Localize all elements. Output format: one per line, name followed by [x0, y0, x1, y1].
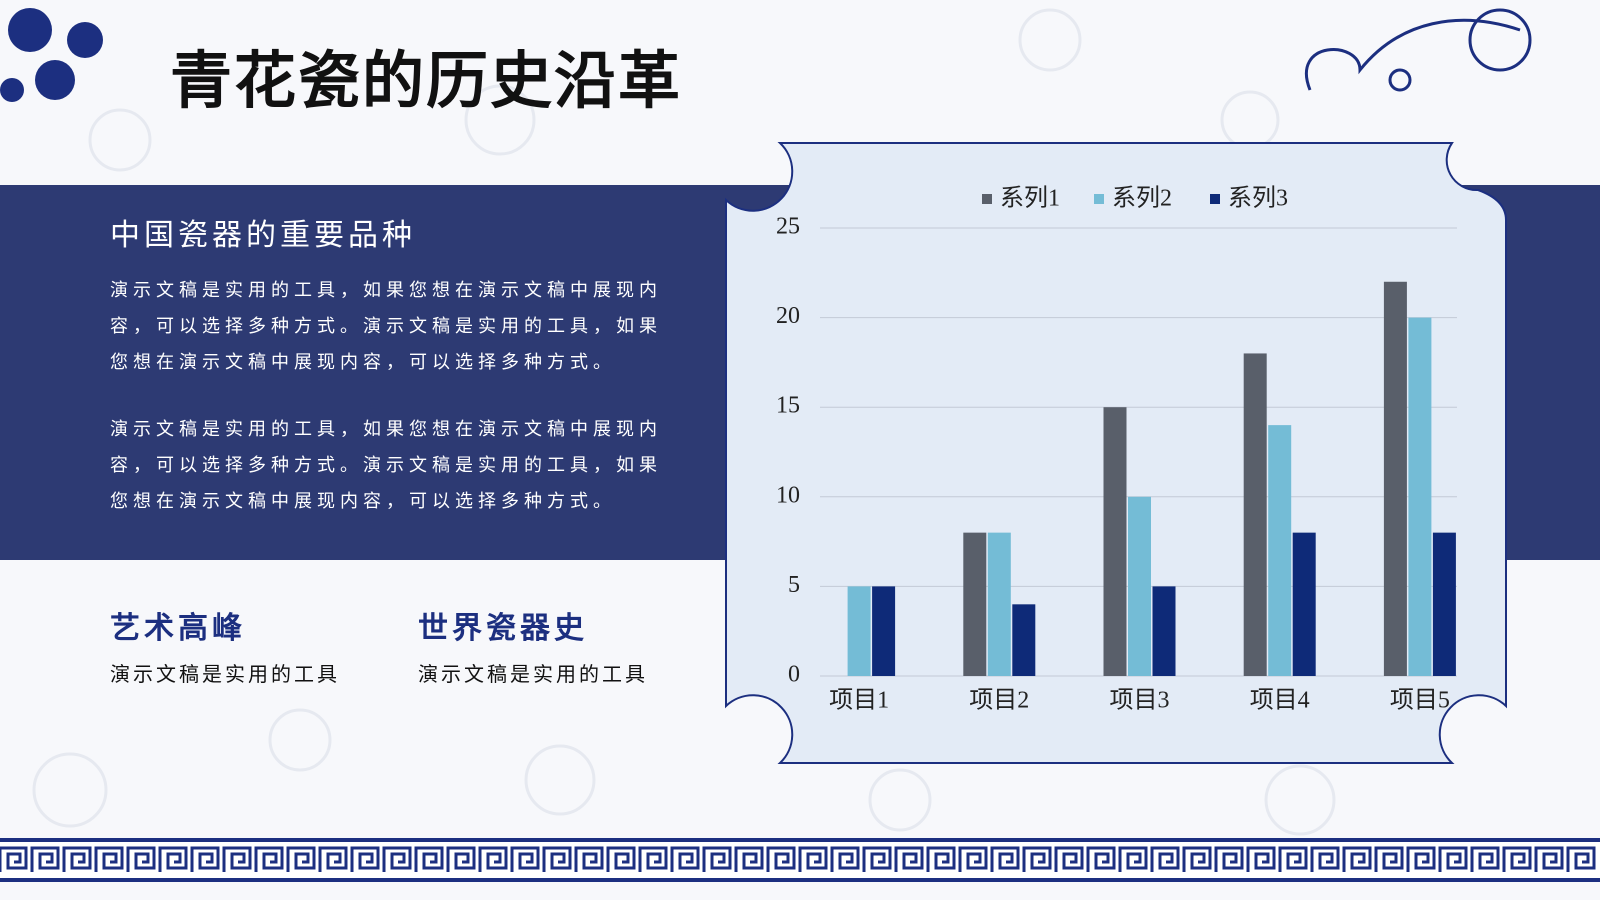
key-pattern [478, 846, 508, 872]
y-tick-label: 20 [776, 303, 800, 329]
key-pattern [158, 846, 188, 872]
feature-heading: 艺术高峰 [110, 611, 246, 646]
key-pattern [1086, 846, 1116, 872]
key-pattern [62, 846, 92, 872]
key-pattern [542, 846, 572, 872]
feature-text: 演示文稿是实用的工具 [110, 662, 340, 686]
key-pattern [1406, 846, 1436, 872]
key-pattern [94, 846, 124, 872]
bar [872, 586, 896, 676]
y-tick-label: 5 [788, 572, 800, 598]
key-pattern [1342, 846, 1372, 872]
key-pattern [414, 846, 444, 872]
legend-label: 系列2 [1112, 185, 1172, 212]
key-pattern [958, 846, 988, 872]
bar [987, 532, 1011, 676]
bar [1128, 496, 1151, 676]
x-tick-label: 项目4 [1250, 688, 1310, 714]
key-pattern [126, 846, 156, 872]
x-tick-label: 项目5 [1390, 688, 1450, 714]
legend-label: 系列1 [1000, 185, 1060, 212]
bar [1292, 532, 1316, 676]
key-pattern [1022, 846, 1052, 872]
key-pattern [1118, 846, 1148, 872]
key-pattern [350, 846, 380, 872]
bar [1383, 281, 1407, 676]
bar [1152, 586, 1176, 676]
key-pattern [30, 846, 60, 872]
paragraph: 演示文稿是实用的工具，如果您想在演示文稿中展现内容，可以选择多种方式。演示文稿是… [110, 419, 662, 512]
key-pattern [798, 846, 828, 872]
key-pattern [190, 846, 220, 872]
key-pattern [1310, 846, 1340, 872]
key-pattern [766, 846, 796, 872]
bar [1408, 317, 1432, 676]
y-tick-label: 10 [776, 482, 800, 508]
x-tick-label: 项目2 [969, 688, 1029, 714]
feature-heading: 世界瓷器史 [418, 611, 588, 646]
key-pattern [1054, 846, 1084, 872]
key-pattern [926, 846, 956, 872]
bar [1432, 532, 1456, 676]
y-tick-label: 15 [776, 393, 800, 419]
key-pattern [1214, 846, 1244, 872]
y-tick-label: 0 [788, 662, 800, 688]
legend-swatch [982, 194, 992, 204]
bar [963, 532, 987, 676]
feature-text: 演示文稿是实用的工具 [418, 662, 648, 686]
legend-swatch [1210, 194, 1220, 204]
key-pattern [1182, 846, 1212, 872]
key-pattern [0, 846, 28, 872]
key-pattern [990, 846, 1020, 872]
key-pattern [1150, 846, 1180, 872]
key-pattern [734, 846, 764, 872]
key-pattern [894, 846, 924, 872]
y-tick-label: 25 [776, 214, 800, 240]
x-tick-label: 项目1 [829, 688, 889, 714]
key-pattern [606, 846, 636, 872]
bar [1012, 604, 1036, 676]
key-pattern [702, 846, 732, 872]
key-pattern [670, 846, 700, 872]
key-pattern [286, 846, 316, 872]
key-pattern [1278, 846, 1308, 872]
key-pattern [574, 846, 604, 872]
bar [847, 586, 871, 676]
key-pattern [1246, 846, 1276, 872]
bar [1268, 425, 1292, 676]
key-pattern [254, 846, 284, 872]
title: 青花瓷的历史沿革 [170, 44, 683, 117]
bar [1103, 407, 1127, 676]
key-pattern [382, 846, 412, 872]
legend-label: 系列3 [1228, 185, 1288, 212]
key-pattern [1470, 846, 1500, 872]
key-pattern [318, 846, 348, 872]
key-pattern [446, 846, 476, 872]
key-pattern [1534, 846, 1564, 872]
paragraph: 演示文稿是实用的工具，如果您想在演示文稿中展现内容，可以选择多种方式。演示文稿是… [110, 280, 662, 373]
legend-swatch [1094, 194, 1104, 204]
key-pattern [862, 846, 892, 872]
key-pattern [222, 846, 252, 872]
key-pattern [638, 846, 668, 872]
section-heading: 中国瓷器的重要品种 [110, 218, 416, 253]
key-pattern [510, 846, 540, 872]
key-pattern [1566, 846, 1596, 872]
key-pattern [830, 846, 860, 872]
key-pattern [1374, 846, 1404, 872]
x-tick-label: 项目3 [1110, 688, 1170, 714]
key-pattern [1502, 846, 1532, 872]
bar [1243, 353, 1267, 676]
key-pattern [1438, 846, 1468, 872]
